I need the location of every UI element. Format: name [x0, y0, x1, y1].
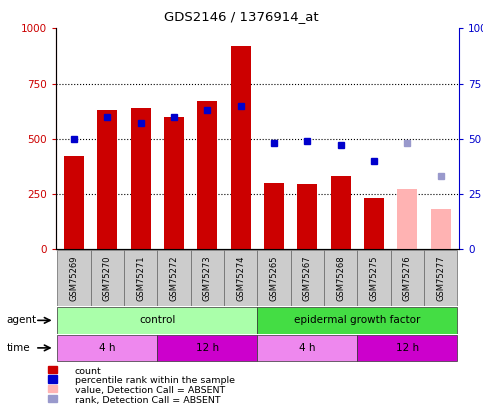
- Bar: [230, 46, 251, 249]
- Text: GSM75273: GSM75273: [203, 255, 212, 301]
- Bar: [57, 250, 90, 306]
- Bar: [90, 250, 124, 306]
- Bar: [324, 250, 357, 306]
- Bar: [330, 176, 351, 249]
- Text: percentile rank within the sample: percentile rank within the sample: [75, 376, 235, 386]
- Text: GSM75272: GSM75272: [170, 255, 178, 301]
- Text: GSM75274: GSM75274: [236, 255, 245, 301]
- Text: GSM75268: GSM75268: [336, 255, 345, 301]
- Bar: [430, 209, 451, 249]
- Bar: [130, 108, 151, 249]
- Bar: [57, 335, 157, 361]
- Text: GSM75271: GSM75271: [136, 255, 145, 301]
- Bar: [57, 307, 257, 334]
- Text: epidermal growth factor: epidermal growth factor: [294, 315, 420, 325]
- Bar: [297, 184, 317, 249]
- Bar: [257, 335, 357, 361]
- Bar: [424, 250, 457, 306]
- Text: GSM75275: GSM75275: [369, 255, 378, 301]
- Text: GSM75270: GSM75270: [103, 255, 112, 301]
- Text: control: control: [139, 315, 175, 325]
- Bar: [391, 250, 424, 306]
- Text: GSM75267: GSM75267: [303, 255, 312, 301]
- Text: GSM75277: GSM75277: [436, 255, 445, 301]
- Text: 12 h: 12 h: [396, 343, 419, 353]
- Bar: [224, 250, 257, 306]
- Bar: [264, 183, 284, 249]
- Bar: [97, 110, 117, 249]
- Bar: [291, 250, 324, 306]
- Bar: [357, 250, 391, 306]
- Text: GSM75276: GSM75276: [403, 255, 412, 301]
- Bar: [157, 335, 257, 361]
- Text: agent: agent: [6, 315, 36, 325]
- Text: 4 h: 4 h: [299, 343, 315, 353]
- Bar: [164, 117, 184, 249]
- Text: 4 h: 4 h: [99, 343, 115, 353]
- Bar: [357, 335, 457, 361]
- Bar: [197, 101, 217, 249]
- Bar: [64, 156, 84, 249]
- Text: count: count: [75, 367, 101, 376]
- Bar: [397, 190, 417, 249]
- Bar: [190, 250, 224, 306]
- Text: GSM75265: GSM75265: [270, 255, 278, 301]
- Bar: [257, 250, 291, 306]
- Text: value, Detection Call = ABSENT: value, Detection Call = ABSENT: [75, 386, 225, 395]
- Bar: [157, 250, 190, 306]
- Text: GDS2146 / 1376914_at: GDS2146 / 1376914_at: [164, 10, 319, 23]
- Text: time: time: [6, 343, 30, 353]
- Bar: [124, 250, 157, 306]
- Bar: [364, 198, 384, 249]
- Text: rank, Detection Call = ABSENT: rank, Detection Call = ABSENT: [75, 396, 221, 405]
- Text: GSM75269: GSM75269: [70, 255, 78, 301]
- Text: 12 h: 12 h: [196, 343, 219, 353]
- Bar: [257, 307, 457, 334]
